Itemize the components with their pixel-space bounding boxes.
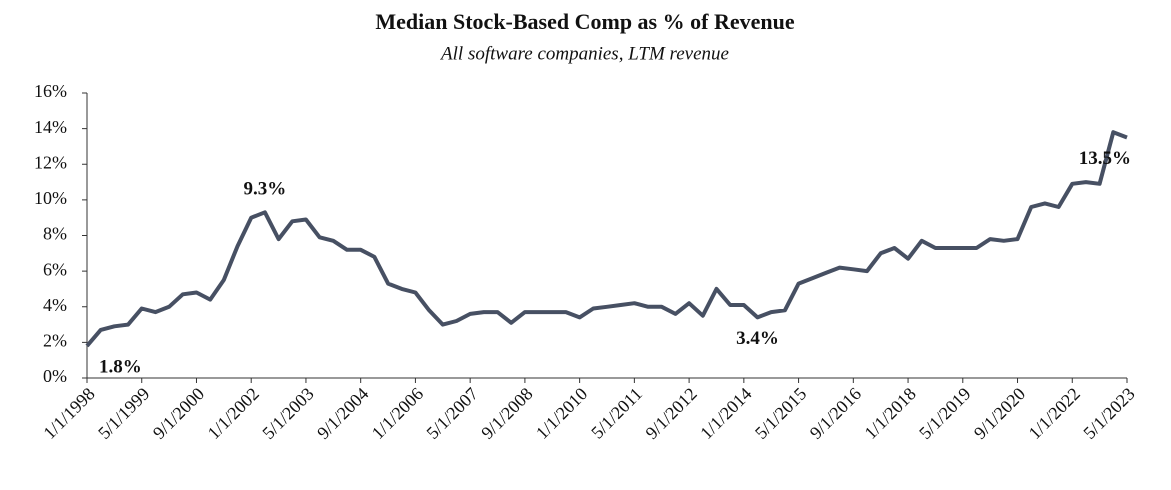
x-tick-label: 5/1/2019 [915, 384, 974, 443]
x-tick-label: 1/1/2010 [532, 384, 591, 443]
x-tick-label: 1/1/2022 [1025, 384, 1084, 443]
data-label: 13.5% [1079, 148, 1131, 169]
x-tick-label: 1/1/1998 [39, 384, 98, 443]
x-tick-label: 5/1/2023 [1079, 384, 1138, 443]
y-tick-label: 10% [34, 188, 67, 208]
x-tick-label: 1/1/2014 [696, 384, 755, 443]
x-tick-label: 5/1/1999 [94, 384, 153, 443]
x-tick-label: 5/1/2011 [587, 384, 646, 443]
x-tick-label: 5/1/2015 [751, 384, 810, 443]
data-label: 9.3% [244, 179, 287, 200]
x-tick-label: 5/1/2007 [422, 384, 481, 443]
x-tick-label: 9/1/2012 [641, 384, 700, 443]
y-tick-label: 4% [43, 295, 67, 315]
chart-title: Median Stock-Based Comp as % of Revenue [375, 9, 794, 34]
x-tick-label: 9/1/2016 [806, 384, 865, 443]
y-tick-label: 2% [43, 331, 67, 351]
x-tick-label: 9/1/2008 [477, 384, 536, 443]
x-tick-label: 9/1/2000 [149, 384, 208, 443]
x-tick-label: 1/1/2006 [368, 384, 427, 443]
y-tick-label: 0% [43, 366, 67, 386]
line-series [85, 130, 1128, 348]
y-tick-label: 8% [43, 224, 67, 244]
x-tick-label: 9/1/2020 [970, 384, 1029, 443]
y-tick-label: 16% [34, 81, 67, 101]
x-tick-label: 1/1/2002 [204, 384, 263, 443]
x-tick-label: 5/1/2003 [258, 384, 317, 443]
data-label: 3.4% [736, 328, 779, 349]
chart-subtitle: All software companies, LTM revenue [439, 43, 729, 64]
y-tick-label: 12% [34, 152, 67, 172]
x-tick-label: 1/1/2018 [860, 384, 919, 443]
data-label: 1.8% [99, 356, 142, 377]
y-tick-label: 6% [43, 259, 67, 279]
x-tick-label: 9/1/2004 [313, 384, 372, 443]
y-tick-label: 14% [34, 117, 67, 137]
